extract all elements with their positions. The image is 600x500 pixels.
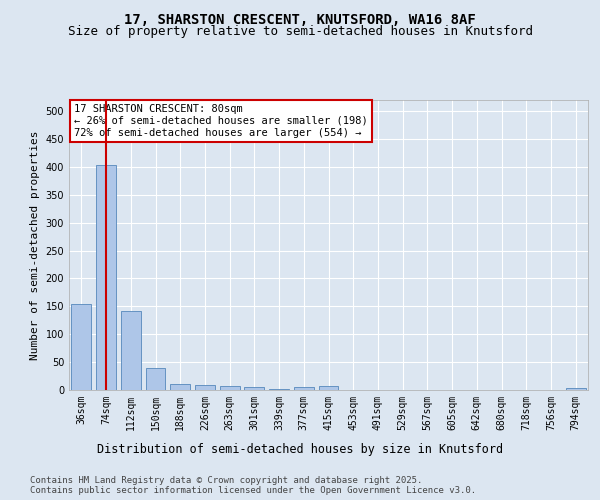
Text: Contains HM Land Registry data © Crown copyright and database right 2025.
Contai: Contains HM Land Registry data © Crown c…: [30, 476, 476, 495]
Bar: [146, 368, 166, 390]
Text: 17, SHARSTON CRESCENT, KNUTSFORD, WA16 8AF: 17, SHARSTON CRESCENT, KNUTSFORD, WA16 8…: [124, 12, 476, 26]
Text: Size of property relative to semi-detached houses in Knutsford: Size of property relative to semi-detach…: [67, 25, 533, 38]
Bar: [220, 386, 239, 390]
Bar: [170, 384, 190, 390]
Bar: [121, 312, 140, 390]
Bar: [319, 386, 338, 390]
Bar: [294, 387, 314, 390]
Bar: [71, 304, 91, 390]
Text: Distribution of semi-detached houses by size in Knutsford: Distribution of semi-detached houses by …: [97, 442, 503, 456]
Bar: [566, 388, 586, 390]
Bar: [96, 165, 116, 390]
Bar: [195, 385, 215, 390]
Y-axis label: Number of semi-detached properties: Number of semi-detached properties: [30, 130, 40, 360]
Bar: [244, 387, 264, 390]
Text: 17 SHARSTON CRESCENT: 80sqm
← 26% of semi-detached houses are smaller (198)
72% : 17 SHARSTON CRESCENT: 80sqm ← 26% of sem…: [74, 104, 368, 138]
